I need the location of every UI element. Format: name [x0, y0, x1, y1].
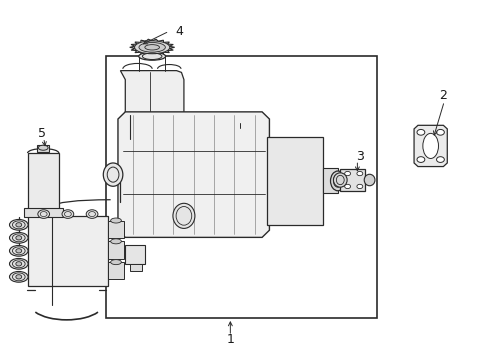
- Ellipse shape: [103, 163, 123, 186]
- Circle shape: [16, 275, 22, 279]
- Bar: [340, 168, 365, 192]
- Bar: [130, 264, 143, 271]
- Ellipse shape: [38, 145, 48, 150]
- Polygon shape: [118, 112, 270, 237]
- Text: 3: 3: [356, 150, 364, 163]
- Circle shape: [357, 171, 363, 176]
- Ellipse shape: [145, 45, 159, 50]
- Polygon shape: [130, 39, 174, 55]
- Text: 2: 2: [439, 89, 447, 102]
- Circle shape: [38, 210, 49, 219]
- Text: 1: 1: [226, 333, 234, 346]
- Ellipse shape: [139, 42, 165, 52]
- Circle shape: [62, 210, 74, 219]
- Circle shape: [417, 130, 425, 135]
- Circle shape: [357, 184, 363, 189]
- Bar: [106, 56, 377, 318]
- Polygon shape: [414, 125, 447, 167]
- Ellipse shape: [111, 260, 122, 265]
- Bar: [323, 168, 338, 193]
- Polygon shape: [121, 71, 184, 116]
- Ellipse shape: [173, 203, 195, 228]
- Circle shape: [16, 249, 22, 253]
- Ellipse shape: [139, 52, 166, 60]
- Circle shape: [417, 157, 425, 162]
- Ellipse shape: [135, 41, 170, 54]
- Bar: [108, 221, 124, 238]
- Circle shape: [344, 184, 350, 189]
- Circle shape: [86, 210, 98, 219]
- Bar: [37, 145, 49, 152]
- Ellipse shape: [9, 220, 28, 230]
- Ellipse shape: [9, 258, 28, 269]
- Ellipse shape: [333, 173, 347, 187]
- Circle shape: [16, 223, 22, 227]
- Bar: [108, 262, 124, 279]
- Text: 5: 5: [38, 127, 46, 140]
- Ellipse shape: [364, 174, 375, 186]
- Bar: [108, 241, 124, 258]
- Ellipse shape: [9, 246, 28, 256]
- Ellipse shape: [331, 171, 345, 191]
- Ellipse shape: [9, 271, 28, 282]
- Ellipse shape: [423, 134, 439, 158]
- Bar: [27, 153, 59, 209]
- Circle shape: [437, 157, 444, 162]
- Ellipse shape: [9, 233, 28, 243]
- Bar: [24, 208, 63, 217]
- Text: 4: 4: [175, 25, 183, 38]
- Bar: [125, 244, 145, 264]
- Ellipse shape: [111, 239, 122, 244]
- Circle shape: [344, 171, 350, 176]
- Bar: [27, 216, 108, 286]
- Circle shape: [16, 262, 22, 266]
- Ellipse shape: [111, 218, 122, 223]
- Bar: [267, 137, 323, 225]
- Circle shape: [437, 130, 444, 135]
- Circle shape: [16, 236, 22, 240]
